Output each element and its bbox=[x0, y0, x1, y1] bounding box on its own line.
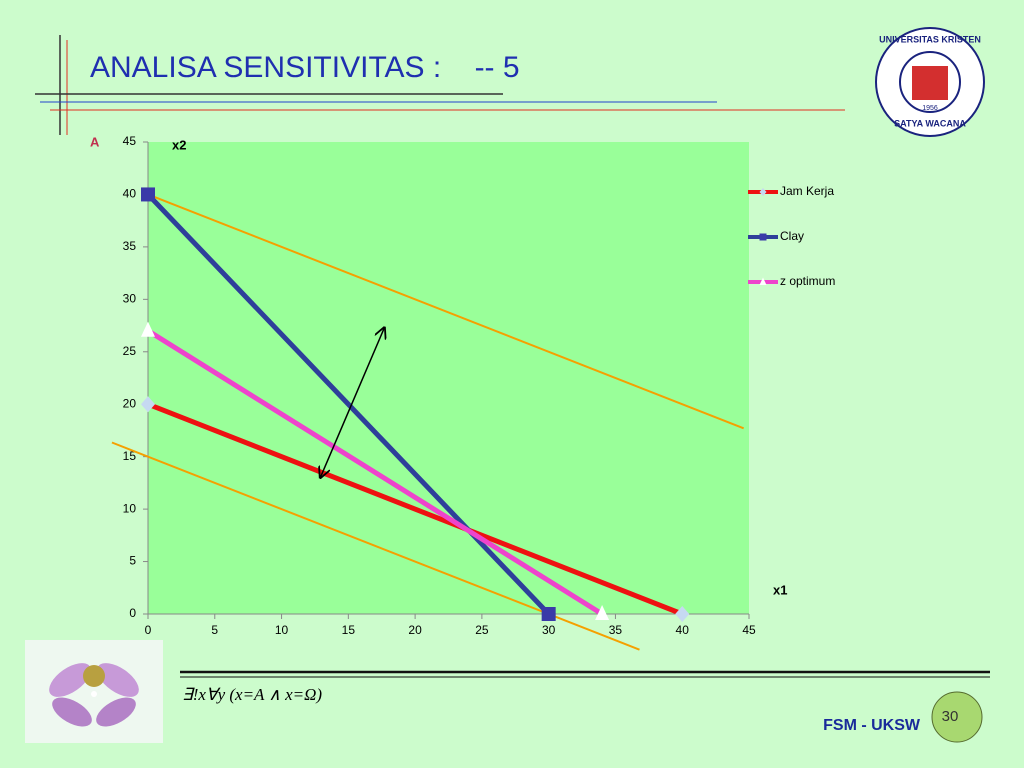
y-tick-label: 35 bbox=[123, 239, 137, 253]
point bbox=[595, 605, 610, 620]
page-badge bbox=[931, 691, 983, 743]
x-axis-label: x1 bbox=[773, 582, 787, 597]
legend-label: Jam Kerja bbox=[780, 184, 834, 198]
logo-year: 1956 bbox=[922, 105, 938, 112]
arrow bbox=[320, 328, 384, 478]
x-tick-label: 35 bbox=[609, 623, 623, 637]
legend-label: z optimum bbox=[780, 274, 835, 288]
logo-text: SATYA WACANA bbox=[894, 118, 966, 128]
legend-label: Clay bbox=[780, 229, 804, 243]
x-tick-label: 15 bbox=[342, 623, 356, 637]
point bbox=[675, 606, 690, 622]
point bbox=[141, 187, 155, 202]
legend-marker bbox=[759, 188, 767, 196]
footer: FSM - UKSW bbox=[823, 717, 921, 734]
logo: UNIVERSITAS KRISTEN SATYA WACANA 1956 bbox=[875, 27, 985, 137]
x-tick-label: 45 bbox=[742, 623, 756, 637]
x-tick-label: 40 bbox=[676, 623, 690, 637]
flower bbox=[25, 640, 163, 743]
x-tick-label: 5 bbox=[211, 623, 218, 637]
y-axis-label: x2 bbox=[172, 137, 186, 152]
x-tick-label: 0 bbox=[145, 623, 152, 637]
plot-area bbox=[148, 142, 749, 614]
x-tick-label: 20 bbox=[408, 623, 422, 637]
legend-marker bbox=[759, 233, 767, 241]
point bbox=[141, 321, 155, 337]
y-tick-label: 20 bbox=[123, 396, 137, 410]
page-number: 30 bbox=[942, 708, 959, 725]
x-tick-label: 30 bbox=[542, 623, 556, 637]
slide-title: ANALISA SENSITIVITAS : -- 5 bbox=[90, 51, 520, 84]
reference-line bbox=[147, 193, 745, 430]
y-tick-label: 10 bbox=[123, 501, 137, 515]
y-tick-label: 40 bbox=[123, 187, 137, 201]
series-line bbox=[147, 401, 684, 617]
label: A bbox=[90, 134, 100, 149]
y-tick-label: 0 bbox=[129, 606, 136, 620]
legend-marker bbox=[759, 277, 767, 285]
logo-text: UNIVERSITAS KRISTEN bbox=[879, 34, 981, 44]
y-tick-label: 45 bbox=[123, 134, 137, 148]
formula: ∃!x∀y (x=A ∧ x=Ω) bbox=[182, 685, 322, 704]
y-tick-label: 25 bbox=[123, 344, 137, 358]
x-tick-label: 25 bbox=[475, 623, 489, 637]
y-tick-label: 30 bbox=[123, 292, 137, 306]
y-tick-label: 15 bbox=[123, 449, 137, 463]
point bbox=[141, 396, 155, 413]
x-tick-label: 10 bbox=[275, 623, 289, 637]
y-tick-label: 5 bbox=[129, 554, 136, 568]
point bbox=[541, 607, 556, 621]
